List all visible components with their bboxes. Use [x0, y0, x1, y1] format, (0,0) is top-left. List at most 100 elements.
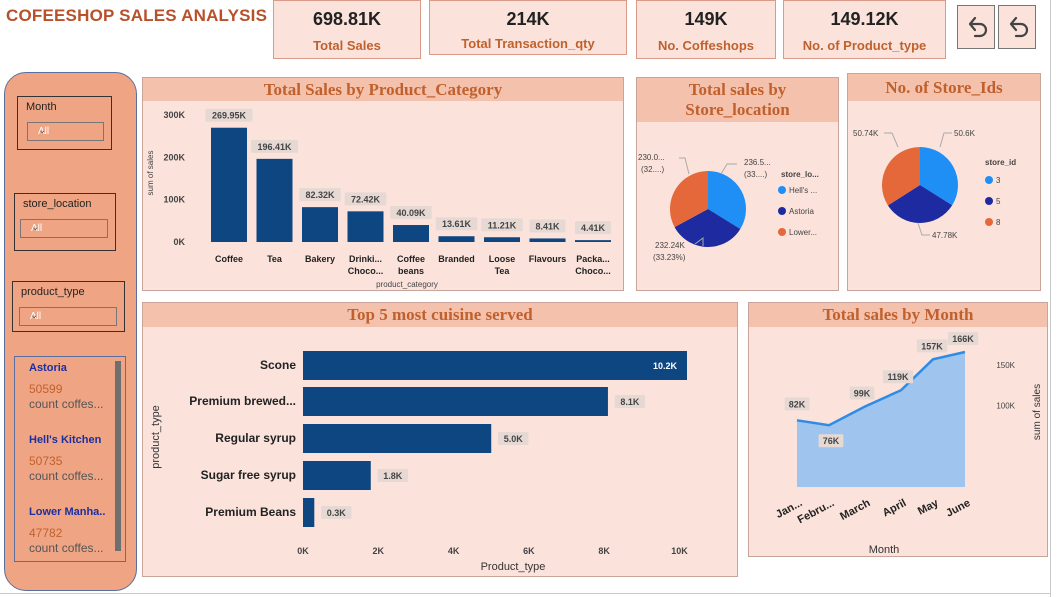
kpi-label: No. of Product_type: [802, 38, 927, 53]
slicer-store-location: store_location All ⌄: [14, 193, 116, 251]
data-label-bg: [481, 218, 523, 232]
product-type-dropdown[interactable]: All ⌄: [19, 307, 117, 326]
data-label: 269.95K: [212, 111, 247, 121]
slice-label: 47.78K: [932, 231, 958, 240]
sales-by-category-panel: Total Sales by Product_Category 0K 100K 20…: [142, 77, 624, 291]
data-label: 1.8K: [383, 471, 403, 481]
data-label: 76K: [823, 436, 840, 446]
x-tick-label: Coffee: [397, 254, 425, 264]
data-label: 11.21K: [488, 220, 517, 230]
x-tick-label: Tea: [495, 266, 511, 276]
data-label: 8.41K: [535, 221, 560, 231]
x-tick-label: 0K: [297, 546, 309, 556]
x-tick-label: Tea: [267, 254, 283, 264]
area-fill: [797, 352, 965, 487]
slice-label: 236.5...: [744, 158, 771, 167]
list-item: Hell's Kitchen 50735 count coffes...: [29, 434, 104, 483]
leader-line: [720, 163, 737, 175]
data-label-bg: [299, 188, 341, 202]
kpi-total-transaction-qty: 214K Total Transaction_qty: [429, 0, 627, 55]
x-tick-label: Bakery: [305, 254, 335, 264]
bar: [484, 237, 520, 242]
bar: [303, 351, 687, 380]
store-measure: count coffes...: [29, 541, 104, 555]
chevron-down-icon: ⌄: [38, 125, 47, 136]
pie-slice: [670, 171, 708, 228]
bar: [438, 236, 475, 242]
y-tick-label: 150K: [996, 361, 1015, 370]
y-tick-label: Premium Beans: [205, 505, 296, 519]
chevron-down-icon: ⌄: [31, 222, 40, 233]
data-label-bg: [614, 395, 646, 408]
bar: [302, 207, 338, 242]
dropdown-value: All: [38, 126, 50, 137]
x-tick-label: Drinki...: [349, 254, 382, 264]
store-location-dropdown[interactable]: All ⌄: [20, 219, 108, 238]
bar: [393, 225, 429, 242]
legend-label: Astoria: [789, 207, 814, 216]
y-tick-label: 200K: [163, 152, 185, 162]
x-tick-label: 2K: [373, 546, 385, 556]
legend-marker: [985, 176, 993, 184]
chart-title: Total sales by Store_location: [637, 78, 838, 122]
store-ids-panel: No. of Store_Ids 50.6K 50.74K 47.78K store_…: [847, 73, 1041, 291]
store-name: Lower Manha..: [29, 506, 106, 518]
slice-label: (33.23%): [653, 253, 686, 262]
series-line: [796, 350, 966, 427]
bar: [575, 240, 611, 242]
slicer-label: store_location: [23, 198, 92, 210]
top-cuisine-panel: Top 5 most cuisine served Scone 10.2K Prem…: [142, 302, 738, 577]
reset-button[interactable]: [998, 5, 1036, 49]
legend-title: store_lo...: [781, 170, 819, 179]
data-label-bg: [435, 217, 478, 231]
store-name: Astoria: [29, 362, 67, 374]
x-axis-label: Month: [869, 544, 900, 556]
y-tick-label: 300K: [163, 110, 185, 120]
bar: [347, 211, 384, 242]
pie-slice: [887, 185, 953, 223]
pie-slice: [882, 147, 920, 206]
legend-marker: [778, 186, 786, 194]
sales-by-month-panel: Total sales by Month 82K 76K 99K 119K 157K 16…: [748, 302, 1048, 557]
undo-arrow-icon: [1009, 16, 1029, 38]
month-dropdown[interactable]: All ⌄: [27, 122, 104, 141]
data-label: 10.2K: [653, 361, 678, 371]
x-tick-label: 8K: [598, 546, 610, 556]
legend-marker: [985, 197, 993, 205]
back-button[interactable]: [957, 5, 995, 49]
legend-title: store_id: [985, 158, 1016, 167]
legend-label: 3: [996, 176, 1001, 185]
sales-by-location-chart: 236.5... (33....) 230.0... (32....) 232.24K (…: [638, 153, 819, 262]
kpi-value: 698.81K: [312, 9, 382, 29]
chart-title: Top 5 most cuisine served: [143, 303, 737, 327]
x-axis-label: Product_type: [481, 561, 546, 573]
data-label: 196.41K: [257, 142, 292, 152]
undo-arrow-icon: [968, 16, 988, 38]
scrollbar[interactable]: [115, 361, 121, 551]
legend-marker: [778, 228, 786, 236]
store-measure: count coffes...: [29, 397, 104, 411]
slicer-label: Month: [26, 101, 57, 113]
x-tick-label: 6K: [523, 546, 535, 556]
slice-label: 50.6K: [954, 129, 976, 138]
chart-title: Total sales by Month: [749, 303, 1047, 327]
data-label-bg: [250, 139, 299, 153]
legend-label: Lower...: [789, 228, 817, 237]
kpi-value: 149.12K: [830, 9, 899, 29]
data-label-bg: [882, 370, 914, 384]
kpi-value: 149K: [684, 9, 728, 29]
slice-label: (33....): [744, 170, 767, 179]
bar: [529, 238, 566, 242]
x-tick-label: Choco...: [348, 266, 384, 276]
sales-by-location-panel: Total sales by Store_location 236.5... (3…: [636, 77, 839, 291]
pie-slice: [920, 147, 958, 206]
slicer-month: Month All ⌄: [17, 96, 112, 150]
data-label-bg: [390, 206, 432, 220]
data-label: 0.3K: [327, 508, 347, 518]
data-label-bg: [529, 219, 566, 233]
chart-title: No. of Store_Ids: [848, 74, 1040, 101]
store-value: 50735: [29, 454, 63, 468]
y-tick-label: 100K: [163, 195, 185, 205]
slicer-product-type: product_type All ⌄: [12, 281, 125, 332]
